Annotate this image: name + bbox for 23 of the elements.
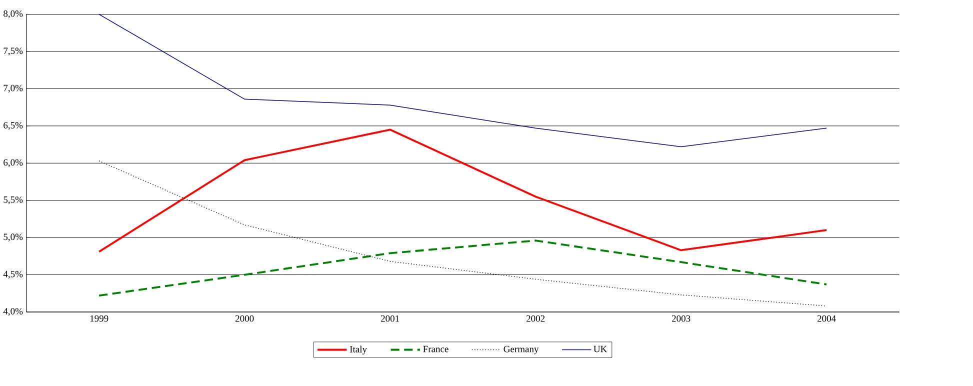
x-tick-label: 1999 <box>90 315 108 322</box>
legend-label: Italy <box>350 346 367 354</box>
x-tick-label: 2001 <box>380 315 400 322</box>
legend-label: France <box>423 346 448 352</box>
legend-label: Germany <box>504 346 539 354</box>
line-series <box>98 14 827 147</box>
y-tick-label: 8,0% <box>4 10 23 18</box>
y-tick-label: 7,5% <box>4 47 23 56</box>
x-tick-label: 2000 <box>235 315 254 322</box>
x-tick-label: 2004 <box>817 315 836 322</box>
line-series <box>98 239 828 296</box>
y-tick-label: 4,5% <box>3 270 23 278</box>
legend-label: UK <box>594 346 608 352</box>
line-series <box>98 128 828 252</box>
y-tick-label: 6,5% <box>4 122 23 130</box>
y-tick-label: 5,5% <box>4 196 23 204</box>
x-tick-label: 2003 <box>672 315 690 322</box>
y-tick-label: 7,0% <box>4 84 23 92</box>
y-tick-label: 5,0% <box>4 233 23 242</box>
line-series <box>98 160 827 306</box>
y-tick-label: 6,0% <box>4 159 23 167</box>
x-tick-label: 2002 <box>526 315 545 322</box>
y-tick-label: 4,0% <box>3 308 23 316</box>
